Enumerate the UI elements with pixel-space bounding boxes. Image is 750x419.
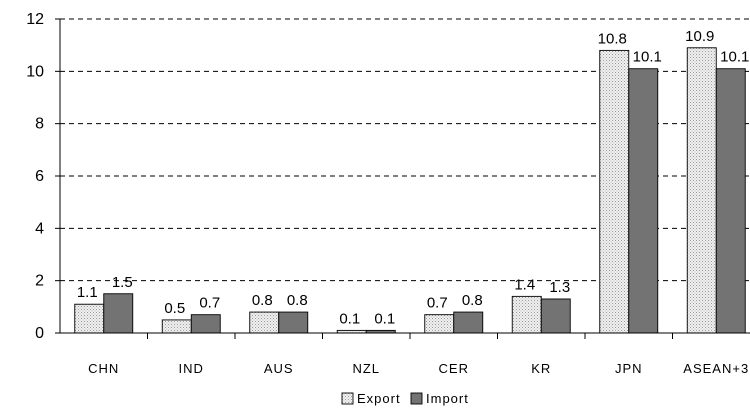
y-tick-label: 2 [35,273,44,290]
data-label: 0.5 [164,300,185,317]
data-label: 1.1 [77,284,98,301]
bar-export-kr [511,295,542,334]
x-tick-label: CER [439,361,469,376]
legend: Export Import [341,391,469,406]
bar-import-asean3 [715,68,746,334]
legend-swatch-import [410,392,423,405]
data-label: 0.7 [199,295,220,312]
x-tick-label: JPN [615,361,643,376]
data-label: 0.8 [462,292,483,309]
x-tick-label: AUS [264,361,294,376]
bar-import-ind [190,314,221,334]
bars [74,47,746,334]
bar-import-aus [278,311,309,334]
gridlines [60,18,750,282]
data-label: 0.8 [287,292,308,309]
legend-label-export: Export [357,391,401,406]
data-label: 10.1 [720,49,749,66]
data-label: 10.8 [598,30,627,47]
bar-export-ind [161,319,192,334]
legend-label-import: Import [426,391,469,406]
data-label: 0.1 [339,310,360,327]
y-tick-label: 6 [35,168,44,185]
data-label: 10.1 [633,49,662,66]
data-label: 1.4 [514,276,535,293]
bar-export-chn [74,303,105,334]
bar-import-cer [453,311,484,334]
data-labels: 1.1 1.5 0.5 0.7 0.8 0.8 0.1 0.1 0.7 0.8 1.4 1.3 10.8… [77,28,750,328]
x-tick-label: NZL [352,361,380,376]
bar-export-cer [424,314,455,334]
x-tick-label: CHN [88,361,119,376]
y-tick-label: 4 [35,220,44,237]
data-label: 10.9 [685,28,714,45]
data-label: 1.5 [112,274,133,291]
x-tick-label: KR [531,361,551,376]
x-axis: CHN IND AUS NZL CER KR JPN ASEAN+3 [60,332,750,376]
data-label: 0.7 [427,295,448,312]
y-tick-label: 8 [35,116,44,133]
bar-import-jpn [628,68,659,334]
x-tick-label: IND [179,361,204,376]
bar-export-jpn [599,49,630,334]
y-tick-label: 12 [26,11,44,28]
bar-import-chn [103,293,134,334]
y-tick-label: 0 [35,325,44,342]
data-label: 0.1 [374,310,395,327]
bar-import-kr [540,298,571,334]
data-label: 0.8 [252,292,273,309]
data-label: 1.3 [549,279,570,296]
x-tick-label: ASEAN+3 [683,361,749,376]
y-tick-label: 10 [26,63,44,80]
legend-swatch-export [341,392,354,405]
bar-export-aus [249,311,280,334]
y-axis: 0 2 4 6 8 10 12 [26,11,61,342]
bar-export-asean3 [686,47,717,334]
